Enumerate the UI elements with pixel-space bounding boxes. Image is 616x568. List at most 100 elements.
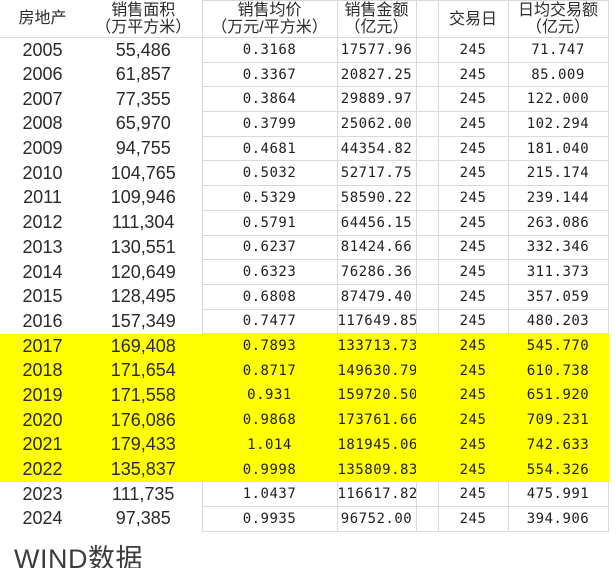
table-cell: 169,408	[85, 333, 202, 359]
table-cell: 2012	[22, 212, 63, 233]
table-row: 2011 109,946 0.5329 58590.22 245 239.144	[0, 185, 609, 211]
table-row: 2013 130,551 0.6237 81424.66 245 332.346	[0, 234, 609, 261]
table-cell: 159720.50	[336, 382, 417, 409]
header-cell-area: 销售面积 （万平方米）	[85, 0, 202, 38]
column-label: 日均交易额	[517, 2, 598, 19]
table-cell: 111,304	[112, 212, 175, 233]
column-label: 交易日	[448, 10, 497, 28]
column-unit: （亿元）	[525, 19, 590, 36]
table-cell: 239.144	[507, 185, 609, 211]
table-cell: 109,946	[110, 187, 176, 208]
header-cell-amount: 销售金额 （亿元）	[336, 0, 417, 38]
spacer-cell	[415, 481, 439, 508]
table-cell: 29889.97	[336, 86, 417, 113]
spacer-cell	[415, 283, 439, 310]
table-cell: 181.040	[507, 135, 609, 162]
table-cell: 135809.83	[336, 456, 417, 483]
column-unit: （万平方米）	[95, 18, 192, 36]
table-row: 2017 169,408 0.7893 133713.73 245 545.770	[0, 333, 609, 359]
table-cell: 97,385	[115, 508, 171, 529]
table-cell: 85.009	[507, 61, 609, 88]
table-cell: 102.294	[507, 111, 609, 137]
table-cell: 2005	[22, 39, 63, 60]
table-row: 2016 157,349 0.7477 117649.85 245 480.203	[0, 308, 609, 335]
table-cell: 176,086	[85, 407, 202, 433]
table-cell: 0.7477	[201, 308, 338, 335]
column-label: 房地产	[18, 10, 67, 28]
spacer-cell	[415, 382, 439, 409]
table-cell: 610.738	[507, 357, 609, 384]
spacer-cell	[415, 259, 439, 285]
table-cell: 133713.73	[336, 333, 417, 359]
table-cell: 311.373	[507, 259, 609, 285]
table-row: 2014 120,649 0.6323 76286.36 245 311.373	[0, 259, 609, 285]
table-cell: 2013	[22, 236, 63, 257]
real-estate-sales-table: 房地产 销售面积 （万平方米） 销售均价 （万元/平方米） 销售金额 （亿元） …	[0, 0, 609, 532]
column-label: 销售面积	[111, 1, 176, 19]
table-cell: 17577.96	[336, 37, 417, 63]
table-cell: 215.174	[507, 160, 609, 187]
table-cell: 651.920	[507, 382, 609, 409]
table-cell: 2007	[22, 88, 63, 109]
table-row: 2018 171,654 0.8717 149630.79 245 610.738	[0, 357, 609, 384]
table-cell: 2022	[0, 457, 85, 482]
table-cell: 480.203	[507, 308, 609, 335]
table-cell: 0.6237	[201, 234, 338, 261]
table-row: 2024 97,385 0.9935 96752.00 245 394.906	[0, 506, 609, 532]
table-cell: 245	[437, 456, 509, 483]
table-cell: 332.346	[507, 234, 609, 261]
table-cell: 2015	[22, 286, 63, 307]
spacer-cell	[415, 111, 439, 137]
table-cell: 128,495	[110, 286, 176, 307]
table-row: 2009 94,755 0.4681 44354.82 245 181.040	[0, 135, 609, 162]
table-cell: 94,755	[115, 138, 171, 159]
spacer-cell	[415, 432, 439, 458]
table-cell: 545.770	[507, 333, 609, 359]
header-cell-days: 交易日	[437, 0, 509, 38]
spacer-cell	[415, 86, 439, 113]
table-cell: 0.5032	[201, 160, 338, 187]
table-cell: 171,558	[85, 383, 202, 408]
table-row: 2005 55,486 0.3168 17577.96 245 71.747	[0, 37, 609, 63]
table-cell: 742.633	[507, 432, 609, 458]
table-cell: 245	[437, 308, 509, 335]
table-cell: 245	[437, 382, 509, 409]
table-cell: 25062.00	[336, 111, 417, 137]
table-cell: 0.6808	[201, 283, 338, 310]
table-row: 2021 179,433 1.014 181945.06 245 742.633	[0, 432, 609, 458]
table-cell: 709.231	[507, 407, 609, 433]
table-cell: 2018	[0, 358, 85, 384]
table-cell: 394.906	[507, 506, 609, 532]
table-row: 2012 111,304 0.5791 64456.15 245 263.086	[0, 209, 609, 236]
table-cell: 245	[437, 407, 509, 433]
spacer-cell	[415, 209, 439, 236]
table-cell: 44354.82	[336, 135, 417, 162]
table-cell: 71.747	[507, 37, 609, 63]
table-cell: 475.991	[507, 481, 609, 508]
table-cell: 77,355	[115, 88, 171, 109]
table-cell: 263.086	[507, 209, 609, 236]
table-cell: 2024	[22, 508, 63, 529]
table-cell: 0.9935	[201, 506, 338, 532]
table-cell: 245	[437, 357, 509, 384]
spacer-cell	[415, 37, 439, 63]
table-cell: 122.000	[507, 86, 609, 113]
spacer-cell	[415, 333, 439, 359]
table-cell: 245	[437, 209, 509, 236]
spacer-cell	[415, 234, 439, 261]
table-cell: 245	[437, 86, 509, 113]
table-cell: 96752.00	[336, 506, 417, 532]
table-cell: 245	[437, 37, 509, 63]
spacer-cell	[415, 407, 439, 433]
table-cell: 81424.66	[336, 234, 417, 261]
spacer-cell	[415, 135, 439, 162]
spacer-cell	[415, 160, 439, 187]
table-cell: 245	[437, 333, 509, 359]
header-cell-price: 销售均价 （万元/平方米）	[201, 0, 338, 38]
table-cell: 245	[437, 283, 509, 310]
column-unit: （万元/平方米）	[211, 19, 328, 36]
table-cell: 245	[437, 432, 509, 458]
table-cell: 0.3367	[201, 61, 338, 88]
table-cell: 104,765	[110, 162, 176, 183]
table-cell: 245	[437, 111, 509, 137]
